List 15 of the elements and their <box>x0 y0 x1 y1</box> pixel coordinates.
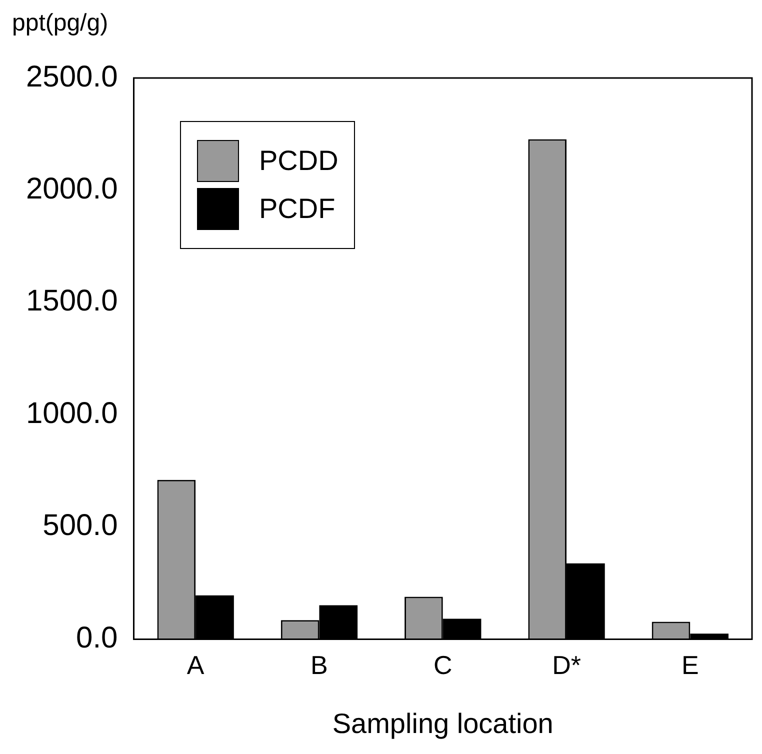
y-tick-label: 500.0 <box>42 509 118 542</box>
y-tick-label: 1000.0 <box>26 396 118 430</box>
x-tick-label: D* <box>552 650 581 680</box>
y-tick-label: 2000.0 <box>26 172 118 206</box>
x-axis-title: Sampling location <box>332 708 554 739</box>
x-tick-label: B <box>310 650 328 680</box>
x-tick-label: E <box>682 650 699 680</box>
y-tick-label: 0.0 <box>76 621 118 654</box>
legend-label: PCDF <box>259 193 336 225</box>
legend-label: PCDD <box>259 145 338 177</box>
y-axis-title: ppt(pg/g) <box>12 10 108 37</box>
y-tick-label: 1500.0 <box>26 284 118 318</box>
x-tick-label: A <box>186 650 205 680</box>
y-tick-label: 2500.0 <box>26 60 118 94</box>
x-tick-label: C <box>433 650 452 680</box>
